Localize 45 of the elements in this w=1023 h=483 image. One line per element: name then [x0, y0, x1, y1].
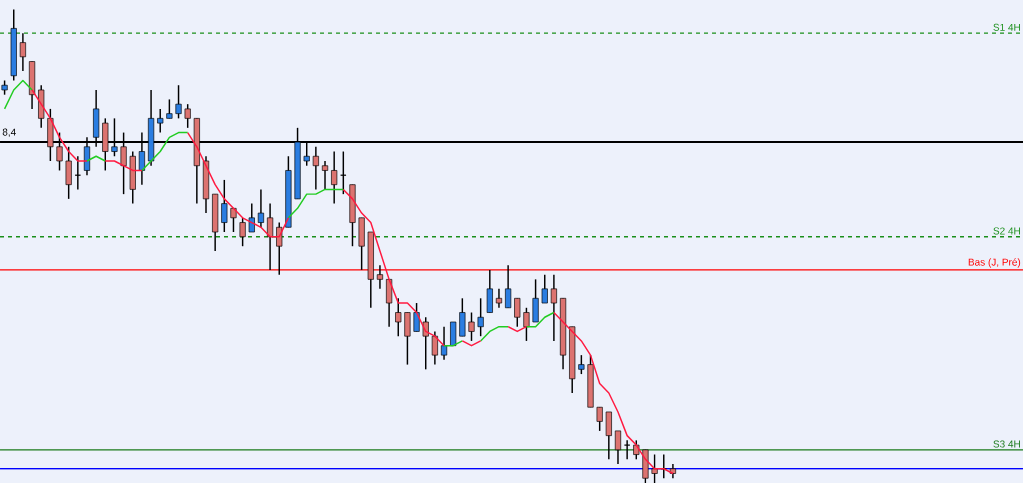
- candlestick: [578, 354, 585, 375]
- candlestick: [257, 188, 265, 229]
- candlestick: [633, 439, 640, 461]
- candlestick: [404, 311, 411, 366]
- candlestick: [239, 217, 246, 247]
- candlestick: [614, 430, 622, 465]
- candlestick: [550, 273, 557, 342]
- candlestick: [459, 297, 466, 337]
- candlestick: [514, 297, 521, 328]
- candlestick: [440, 325, 448, 361]
- candlestick: [19, 32, 26, 72]
- candlestick: [276, 221, 283, 276]
- ref-line-label: S2 4H: [993, 227, 1020, 235]
- candlestick: [331, 150, 338, 205]
- candlestick: [312, 146, 319, 191]
- candlestick: [596, 406, 603, 432]
- candlestick: [248, 202, 255, 233]
- candlestick: [523, 307, 530, 342]
- ref-line-label: S3 4H: [993, 440, 1020, 448]
- annotation: 8,4: [2, 128, 16, 137]
- candlestick: [651, 453, 658, 483]
- candlestick: [184, 103, 191, 129]
- candlestick: [386, 278, 393, 328]
- candlestick: [166, 98, 173, 120]
- candlestick: [321, 160, 329, 191]
- candlestick: [65, 146, 72, 200]
- candlestick: [468, 311, 475, 342]
- candlestick: [431, 330, 438, 366]
- candlestick: [505, 264, 512, 309]
- candlestick: [395, 297, 402, 337]
- candlestick: [376, 264, 384, 290]
- candlestick: [477, 297, 484, 337]
- candlestick: [486, 269, 493, 314]
- candlestick: [605, 411, 612, 461]
- candlestick: [413, 302, 420, 333]
- candlestick: [267, 202, 274, 271]
- candlestick: [623, 439, 631, 461]
- candlestick: [541, 273, 548, 304]
- ref-line-label: Bas (J, Pré): [968, 258, 1021, 268]
- candlestick: [495, 288, 503, 309]
- candlestick: [157, 108, 164, 134]
- candlestick: [532, 278, 539, 323]
- ref-line-label: S1 4H: [993, 23, 1020, 31]
- candlestick: [221, 179, 228, 233]
- candlestick: [175, 84, 182, 120]
